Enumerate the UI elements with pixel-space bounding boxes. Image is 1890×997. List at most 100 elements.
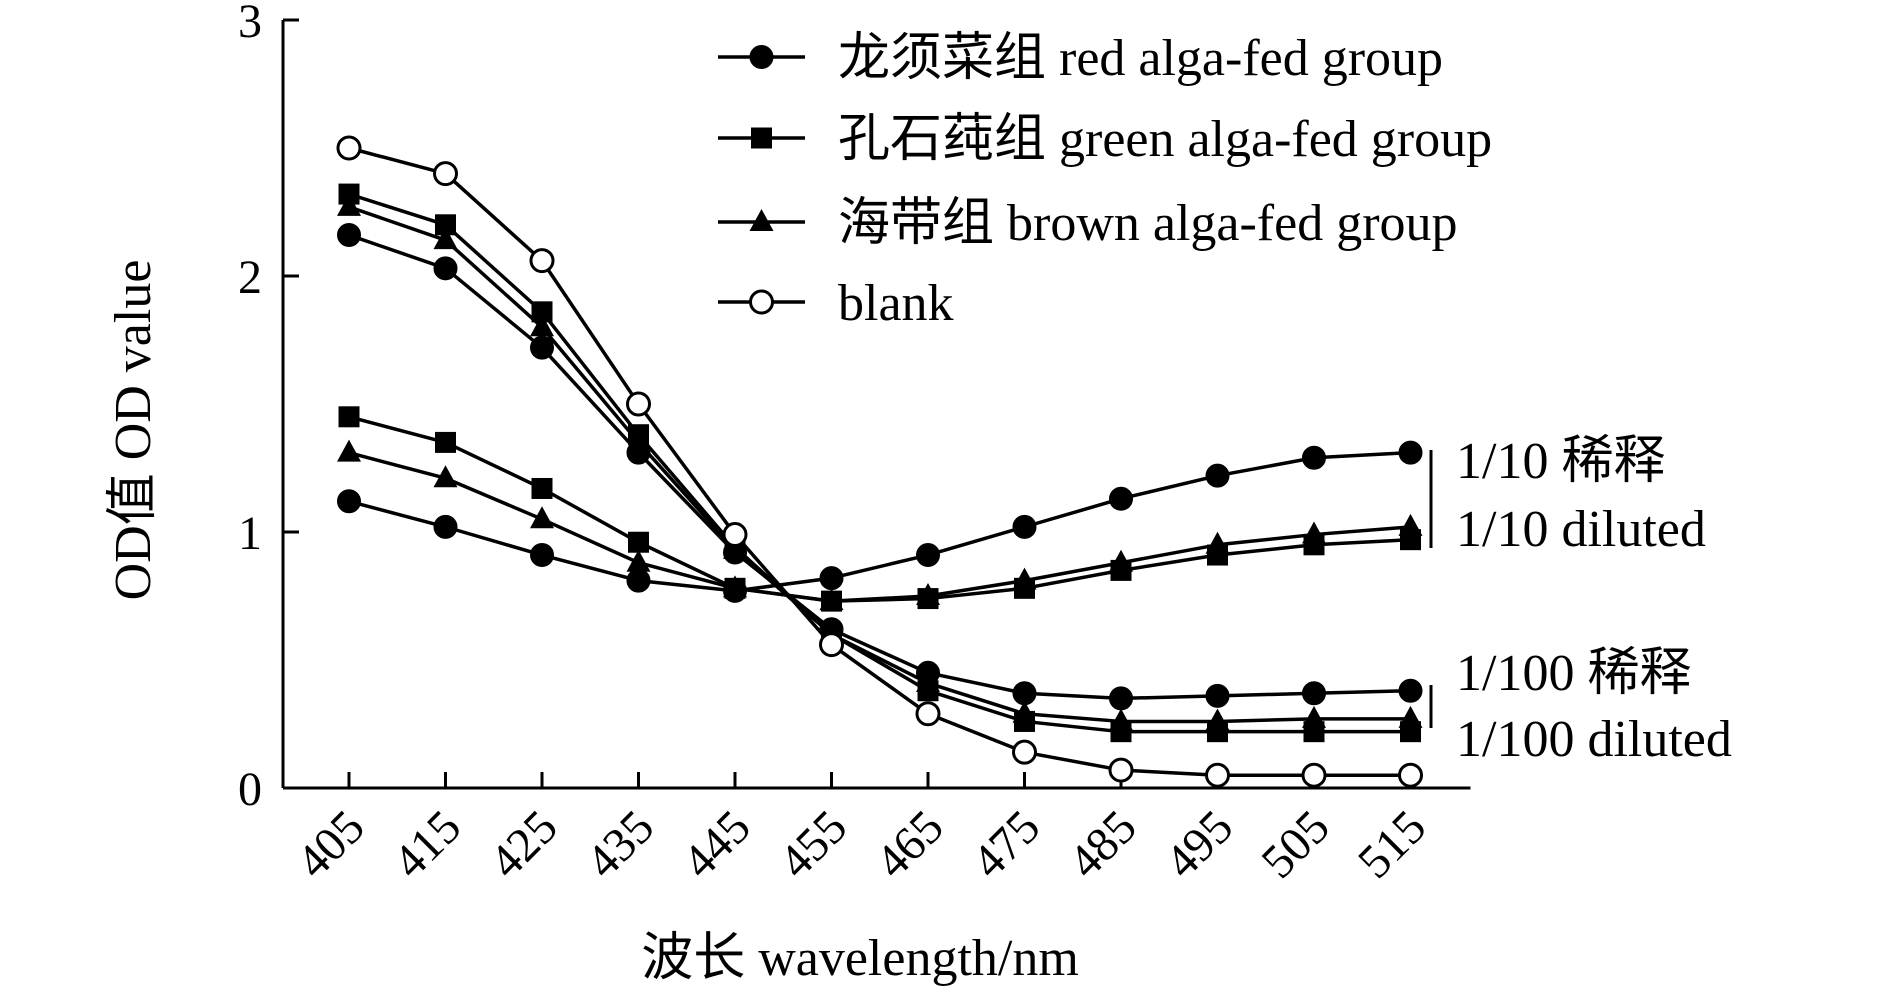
data-point <box>337 193 361 216</box>
x-tick-label: 415 <box>383 800 471 888</box>
data-point <box>529 248 555 274</box>
data-point <box>915 701 941 727</box>
data-point <box>1302 521 1326 544</box>
legend-item: 海带组 brown alga-fed group <box>718 195 1458 252</box>
legend-item: 龙须菜组 red alga-fed group <box>718 30 1443 87</box>
legend-label: 海带组 brown alga-fed group <box>838 195 1458 252</box>
data-point <box>723 536 747 559</box>
series-line <box>348 450 1411 603</box>
x-tick-label: 505 <box>1251 800 1339 888</box>
data-point <box>1398 705 1423 728</box>
data-point <box>337 439 361 462</box>
data-point <box>916 583 940 605</box>
data-point <box>530 543 554 568</box>
dilution-group-label: 1/10 稀释 1/10 diluted <box>1429 433 1706 558</box>
data-point <box>433 161 458 187</box>
series-line <box>348 205 1411 724</box>
x-tick-label: 445 <box>672 800 760 888</box>
legend: 龙须菜组 red alga-fed group 孔石莼组 green alga-f… <box>718 30 1492 332</box>
data-point <box>628 531 649 553</box>
data-point <box>1012 700 1037 723</box>
data-point <box>1012 739 1037 765</box>
data-point <box>433 514 458 539</box>
data-point <box>819 566 844 591</box>
legend-item: blank <box>718 275 954 332</box>
x-tick-label: 425 <box>479 800 567 888</box>
series-line <box>348 233 1411 701</box>
x-tick-label: 435 <box>576 800 664 888</box>
series <box>338 406 1421 612</box>
dilution-group-label: 1/100 稀释 1/100 diluted <box>1429 645 1732 768</box>
data-point <box>336 135 362 161</box>
data-point <box>530 335 554 360</box>
data-point <box>1205 762 1230 788</box>
data-point <box>338 406 360 428</box>
series <box>337 440 1423 603</box>
series <box>337 193 1423 731</box>
y-tick-label: 1 <box>238 507 262 560</box>
y-tick-label: 0 <box>238 763 262 816</box>
y-tick-label: 3 <box>238 0 262 48</box>
x-tick-label: 455 <box>769 800 857 888</box>
legend-marker <box>749 45 774 69</box>
data-point <box>1108 757 1134 783</box>
data-point <box>1205 531 1230 554</box>
data-point <box>916 543 940 568</box>
data-point <box>1109 486 1133 511</box>
data-point <box>1109 708 1133 731</box>
data-point <box>723 575 747 598</box>
series-line <box>348 192 1411 734</box>
x-tick-label: 405 <box>286 800 374 888</box>
series-layer <box>336 135 1423 788</box>
data-point <box>435 214 456 236</box>
series <box>337 439 1423 611</box>
legend-label: 孔石莼组 green alga-fed group <box>838 111 1492 168</box>
legend-label: blank <box>838 275 954 332</box>
x-axis-title: 波长 wavelength/nm <box>641 930 1079 987</box>
data-point <box>1109 686 1133 711</box>
x-tick-label: 495 <box>1155 800 1243 888</box>
data-point <box>531 477 553 499</box>
legend-item: 孔石莼组 green alga-fed group <box>718 111 1492 168</box>
data-point <box>626 568 651 593</box>
data-point <box>722 522 748 548</box>
data-point <box>530 314 554 337</box>
data-point <box>1302 705 1326 728</box>
data-point <box>530 506 554 529</box>
data-point <box>1012 567 1037 590</box>
data-point <box>626 391 651 417</box>
data-point <box>433 227 458 250</box>
group-label-cn: 1/10 稀释 <box>1456 433 1665 490</box>
group-label-en: 1/100 diluted <box>1456 711 1732 768</box>
legend-label: 龙须菜组 red alga-fed group <box>838 30 1443 87</box>
x-tick-label: 465 <box>865 800 953 888</box>
data-point <box>1012 514 1037 539</box>
data-point <box>916 670 940 693</box>
data-point <box>433 465 458 488</box>
data-point <box>1109 549 1133 572</box>
group-labels: 1/10 稀释 1/10 diluted 1/100 稀释 1/100 diluted <box>1429 433 1732 768</box>
data-point <box>1205 708 1230 731</box>
data-point <box>531 301 553 323</box>
data-point <box>1398 762 1423 788</box>
group-label-en: 1/10 diluted <box>1456 501 1706 558</box>
series-line <box>348 415 1411 603</box>
series <box>336 135 1423 788</box>
data-point <box>1398 513 1423 536</box>
data-point <box>1302 445 1326 470</box>
x-tick-label: 485 <box>1058 800 1146 888</box>
data-point <box>433 256 458 281</box>
data-point <box>1301 762 1327 788</box>
data-point <box>435 431 456 453</box>
x-tick-label: 475 <box>962 800 1050 888</box>
data-point <box>1398 440 1423 465</box>
y-axis-title: OD值 OD value <box>105 260 162 601</box>
y-tick-label: 2 <box>238 251 262 304</box>
x-tick-label: 515 <box>1348 800 1436 888</box>
data-point <box>1205 463 1230 488</box>
legend-marker <box>749 209 774 231</box>
data-point <box>1398 678 1423 703</box>
legend-marker <box>749 289 774 315</box>
data-point <box>819 588 844 611</box>
